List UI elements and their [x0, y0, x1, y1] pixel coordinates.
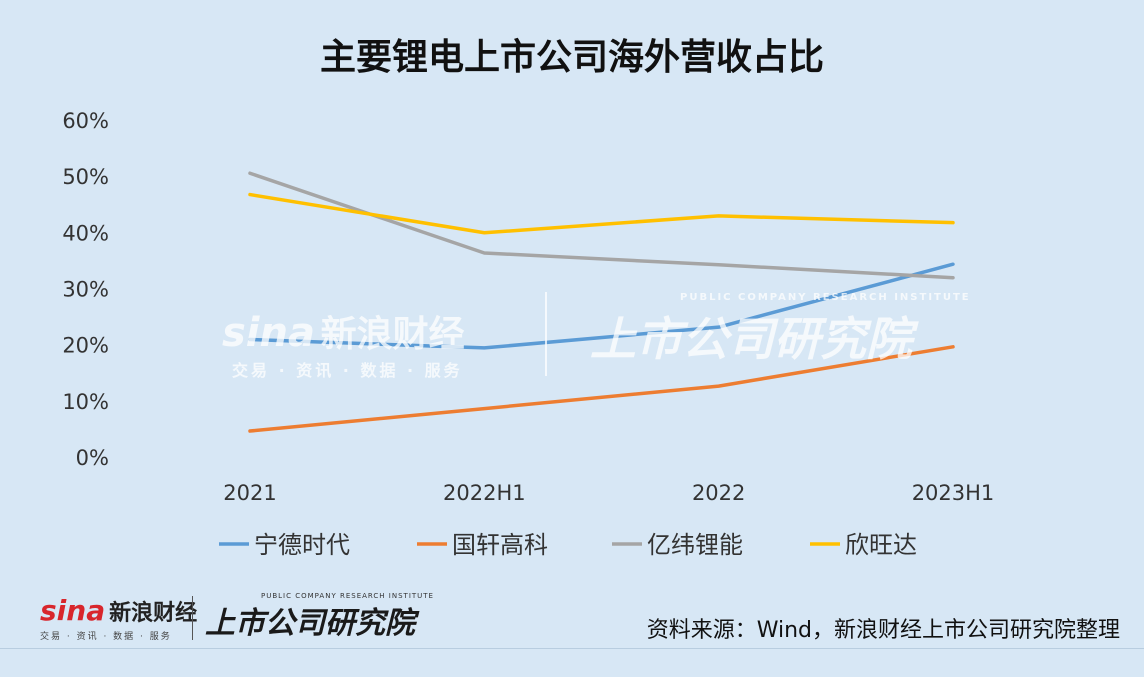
logo-brand-cn: 新浪财经 [109, 601, 198, 626]
watermark-separator [545, 292, 547, 376]
x-tick-label: 2022H1 [443, 481, 526, 505]
institute-watermark: PUBLIC COMPANY RESEARCH INSTITUTE 上市公司研究… [590, 292, 971, 369]
watermark-brand: sina [222, 310, 315, 356]
y-tick-label: 0% [76, 446, 109, 470]
source-note: 资料来源：Wind，新浪财经上市公司研究院整理 [646, 618, 1120, 643]
legend-label: 亿纬锂能 [647, 531, 743, 559]
logo-institute-cn: 上市公司研究院 [205, 606, 415, 641]
y-tick-label: 30% [62, 278, 109, 302]
series-line [248, 192, 955, 235]
legend-label: 国轩高科 [452, 531, 548, 559]
series-lines [248, 171, 955, 433]
y-tick-label: 40% [62, 221, 109, 245]
legend-label: 宁德时代 [254, 531, 350, 559]
institute-logo: PUBLIC COMPANY RESEARCH INSTITUTE 上市公司研究… [205, 592, 434, 642]
y-tick-label: 20% [62, 334, 109, 358]
sina-watermark: sina 新浪财经 交易 · 资讯 · 数据 · 服务 [222, 305, 465, 381]
line-chart: 0% 10% 20% 30% 40% 50% 60% 2021 2022H1 2022 2023H… [62, 109, 994, 559]
logo-brand-sub: 交易 · 资讯 · 数据 · 服务 [40, 632, 172, 642]
x-axis: 2021 2022H1 2022 2023H1 [223, 481, 994, 505]
x-tick-label: 2022 [692, 481, 745, 505]
watermark-institute-en: PUBLIC COMPANY RESEARCH INSTITUTE [680, 292, 971, 303]
sina-finance-logo: sina 新浪财经 交易 · 资讯 · 数据 · 服务 [40, 594, 197, 642]
legend: 宁德时代 国轩高科 亿纬锂能 欣旺达 [219, 531, 917, 559]
series-line [248, 262, 955, 350]
watermark-institute-cn: 上市公司研究院 [590, 312, 912, 366]
logo-brand: sina [40, 594, 106, 627]
chart-title: 主要锂电上市公司海外营收占比 [319, 37, 824, 78]
watermark-brand-cn: 新浪财经 [320, 314, 465, 355]
legend-label: 欣旺达 [845, 531, 917, 559]
y-axis: 0% 10% 20% 30% 40% 50% 60% [62, 109, 109, 470]
y-tick-label: 10% [62, 390, 109, 414]
y-tick-label: 60% [62, 109, 109, 133]
logo-institute-en: PUBLIC COMPANY RESEARCH INSTITUTE [261, 592, 434, 600]
footer-divider [0, 648, 1144, 649]
x-tick-label: 2023H1 [912, 481, 995, 505]
y-tick-label: 50% [62, 165, 109, 189]
watermark-brand-sub: 交易 · 资讯 · 数据 · 服务 [232, 361, 463, 380]
logo-separator [192, 596, 193, 640]
series-line [248, 345, 955, 433]
x-tick-label: 2021 [223, 481, 276, 505]
